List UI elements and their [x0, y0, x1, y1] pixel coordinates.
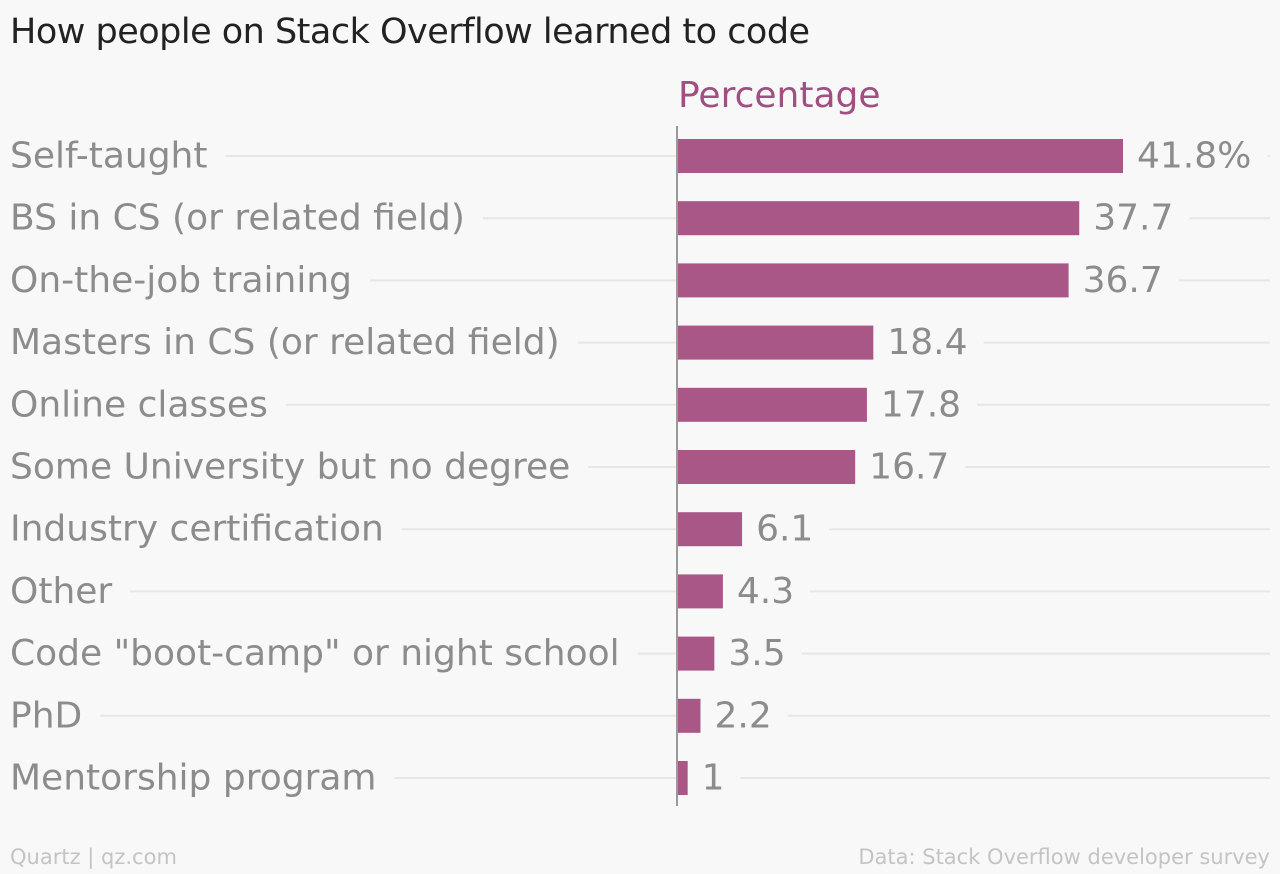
value-label: 37.7: [1093, 198, 1173, 239]
value-label: 4.3: [737, 571, 794, 612]
value-label: 41.8%: [1137, 136, 1251, 177]
bar: [677, 450, 856, 484]
category-label: Online classes: [10, 384, 268, 425]
category-label: Industry certification: [10, 509, 384, 550]
value-label: 6.1: [756, 509, 813, 550]
category-label: Code "boot-camp" or night school: [10, 633, 620, 674]
category-label: Self-taught: [10, 136, 207, 177]
bar: [677, 201, 1080, 236]
value-label: 1: [702, 758, 725, 799]
bar: [677, 698, 701, 733]
category-label: Masters in CS (or related field): [10, 322, 560, 363]
value-label: 2.2: [714, 695, 771, 736]
bar: [677, 761, 688, 795]
data-source: Data: Stack Overflow developer survey: [858, 845, 1270, 869]
value-label: 3.5: [728, 633, 785, 674]
bar: [677, 387, 867, 422]
value-label: 17.8: [881, 384, 961, 425]
series-label: Percentage: [678, 75, 881, 116]
category-label: Mentorship program: [10, 758, 377, 799]
category-label: PhD: [10, 695, 82, 736]
bar: [677, 325, 874, 360]
value-label: 36.7: [1083, 260, 1163, 301]
value-label: 18.4: [887, 322, 967, 363]
bar: [677, 139, 1123, 173]
category-label: BS in CS (or related field): [10, 198, 465, 239]
value-label: 16.7: [869, 447, 949, 488]
bar: [677, 263, 1069, 298]
category-label: Some University but no degree: [10, 447, 570, 488]
chart-title: How people on Stack Overflow learned to …: [10, 12, 810, 52]
category-label: Other: [10, 571, 112, 612]
category-label: On-the-job training: [10, 260, 352, 301]
bar: [677, 512, 743, 547]
bar: [677, 574, 723, 609]
bar: [677, 636, 715, 671]
source-credit: Quartz | qz.com: [10, 845, 177, 869]
